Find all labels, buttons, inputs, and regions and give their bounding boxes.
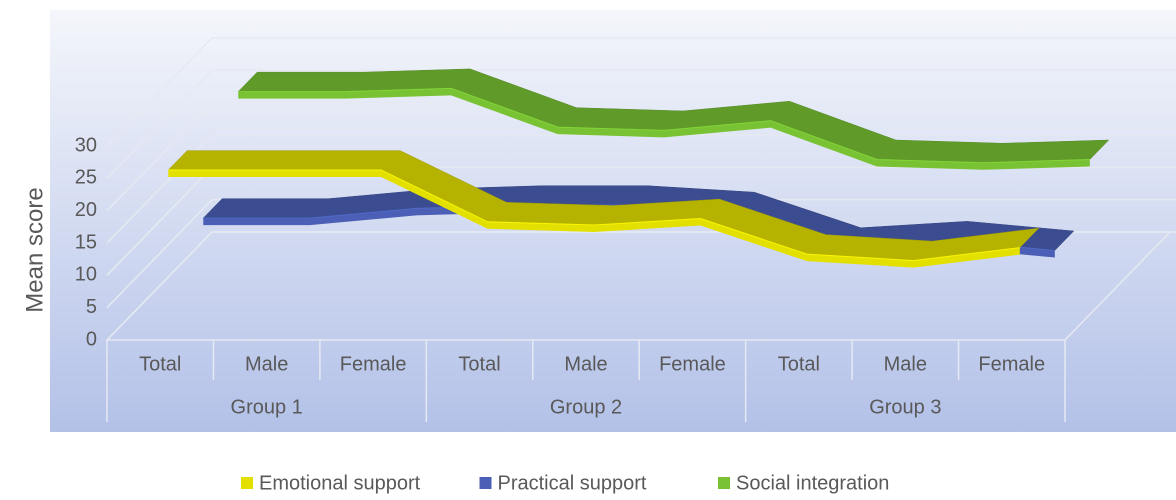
x-tick-label: Total [139,353,181,375]
group-label: Group 2 [550,396,622,418]
x-tick-label: Female [340,353,407,375]
group-label: Group 3 [869,396,941,418]
legend-swatch [241,477,253,489]
grid-line [106,69,213,179]
y-tick-label: 0 [86,328,97,350]
grid-line [106,102,213,212]
legend-swatch [479,477,492,489]
legend-swatch [718,477,730,489]
ribbon-side [238,88,1090,170]
x-tick-label: Male [564,353,607,375]
y-axis-label: Mean score [21,187,48,312]
x-tick-label: Total [778,353,820,375]
x-tick-label: Total [458,353,500,375]
group-label: Group 1 [231,396,303,418]
y-tick-label: 20 [75,199,97,221]
y-tick-label: 10 [75,264,97,286]
line [168,169,1020,262]
x-tick-label: Male [884,353,927,375]
y-tick-label: 30 [75,134,97,156]
legend-label: Social integration [736,472,889,494]
legend-label: Emotional support [259,472,421,494]
grid-line [106,166,213,276]
x-tick-label: Female [978,353,1045,375]
grid-line [106,37,213,147]
x-tick-label: Male [245,353,288,375]
y-tick-label: 5 [86,296,97,318]
legend-label: Practical support [498,472,647,494]
grid-line [106,199,213,309]
y-tick-label: 25 [75,167,97,189]
grid-line [106,231,213,341]
line [238,87,1090,164]
x-tick-label: Female [659,353,726,375]
y-tick-label: 15 [75,231,97,253]
